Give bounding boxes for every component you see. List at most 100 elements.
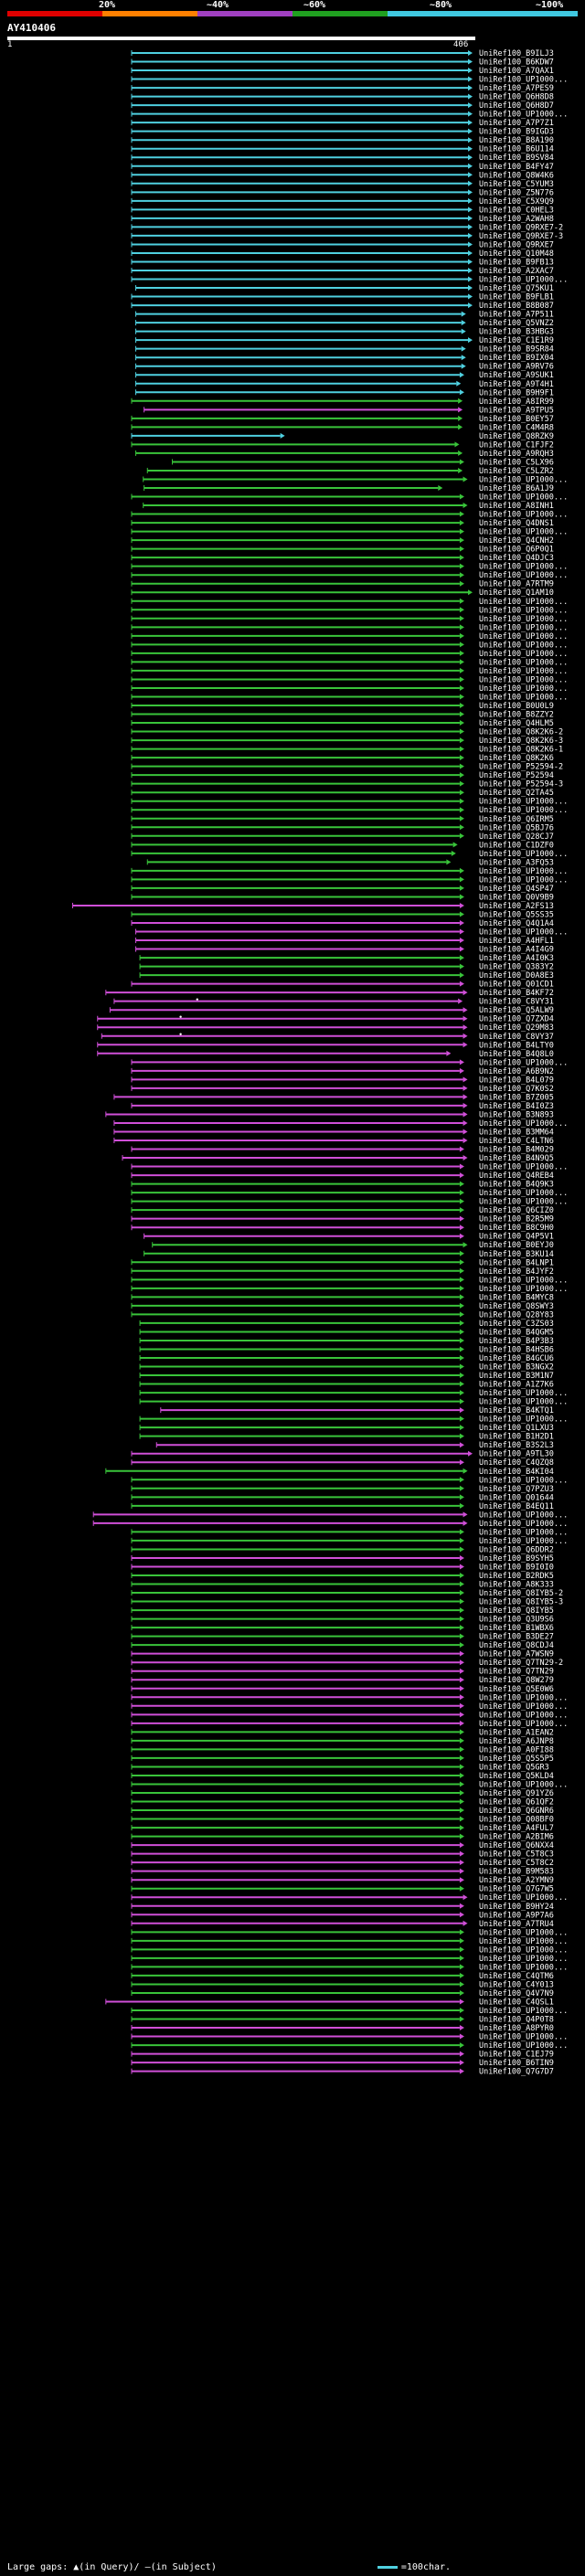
hit-label[interactable]: UniRef100_A2XAC7 (479, 267, 554, 276)
hit-label[interactable]: UniRef100_Q2TA45 (479, 789, 554, 798)
hit-label[interactable]: UniRef100_Q5SS35 (479, 910, 554, 919)
hit-label[interactable]: UniRef100_B9FB13 (479, 258, 554, 267)
hit-label[interactable]: UniRef100_Q7TN29 (479, 1668, 554, 1677)
hit-label[interactable]: UniRef100_Q4P5V1 (479, 1233, 554, 1242)
hit-label[interactable]: UniRef100_A1EAN2 (479, 1728, 554, 1737)
hit-label[interactable]: UniRef100_UP1000... (479, 798, 568, 807)
hit-label[interactable]: UniRef100_B4QGM5 (479, 1328, 554, 1337)
hit-label[interactable]: UniRef100_UP1000... (479, 276, 568, 285)
hit-label[interactable]: UniRef100_Q1AM10 (479, 588, 554, 598)
hit-label[interactable]: UniRef100_B3DE27 (479, 1633, 554, 1642)
hit-label[interactable]: UniRef100_UP1000... (479, 1937, 568, 1946)
hit-label[interactable]: UniRef100_C8VY37 (479, 1033, 554, 1042)
hit-label[interactable]: UniRef100_C5YUM3 (479, 180, 554, 189)
hit-label[interactable]: UniRef100_Q08BF0 (479, 1816, 554, 1825)
hit-label[interactable]: UniRef100_UP1000... (479, 1963, 568, 1972)
hit-label[interactable]: UniRef100_UP1000... (479, 693, 568, 702)
hit-label[interactable]: UniRef100_Q75KU1 (479, 284, 554, 293)
hit-label[interactable]: UniRef100_UP1000... (479, 76, 568, 85)
hit-label[interactable]: UniRef100_UP1000... (479, 1511, 568, 1520)
hit-label[interactable]: UniRef100_UP1000... (479, 2041, 568, 2051)
hit-label[interactable]: UniRef100_UP1000... (479, 1945, 568, 1955)
hit-label[interactable]: UniRef100_UP1000... (479, 571, 568, 580)
hit-label[interactable]: UniRef100_B6TIN9 (479, 2059, 554, 2068)
hit-label[interactable]: UniRef100_Q4DNS1 (479, 519, 554, 528)
hit-label[interactable]: UniRef100_Q4Q1A4 (479, 919, 554, 928)
hit-label[interactable]: UniRef100_C5LZR2 (479, 467, 554, 476)
hit-label[interactable]: UniRef100_UP1000... (479, 1415, 568, 1425)
hit-label[interactable]: UniRef100_UP1000... (479, 1711, 568, 1720)
hit-label[interactable]: UniRef100_B9H9F1 (479, 388, 554, 398)
hit-label[interactable]: UniRef100_UP1000... (479, 111, 568, 120)
hit-label[interactable]: UniRef100_B4EQ11 (479, 1502, 554, 1511)
hit-label[interactable]: UniRef100_Q3U9S6 (479, 1616, 554, 1625)
hit-label[interactable]: UniRef100_B8A190 (479, 136, 554, 145)
hit-label[interactable]: UniRef100_C4LTN6 (479, 1137, 554, 1146)
hit-label[interactable]: UniRef100_Q7G7W5 (479, 1885, 554, 1894)
hit-label[interactable]: UniRef100_B1WBX6 (479, 1624, 554, 1633)
hit-label[interactable]: UniRef100_UP1000... (479, 1720, 568, 1729)
hit-label[interactable]: UniRef100_A9SUK1 (479, 371, 554, 380)
hit-label[interactable]: UniRef100_A7QAX1 (479, 67, 554, 76)
hit-label[interactable]: UniRef100_UP1000... (479, 667, 568, 676)
hit-label[interactable]: UniRef100_Q4V7N9 (479, 1989, 554, 1998)
hit-label[interactable]: UniRef100_C0HEL3 (479, 206, 554, 215)
hit-label[interactable]: UniRef100_Q10M48 (479, 249, 554, 259)
hit-label[interactable]: UniRef100_B4KTQ1 (479, 1406, 554, 1415)
hit-label[interactable]: UniRef100_Q7TN29-2 (479, 1659, 563, 1668)
hit-label[interactable]: UniRef100_Q8K2K6-3 (479, 737, 563, 746)
hit-label[interactable]: UniRef100_Q4REB4 (479, 1171, 554, 1181)
hit-label[interactable]: UniRef100_Q6CIZ0 (479, 1206, 554, 1215)
hit-label[interactable]: UniRef100_B3M1N7 (479, 1372, 554, 1381)
hit-label[interactable]: UniRef100_B4KF72 (479, 989, 554, 998)
hit-label[interactable]: UniRef100_B1H2D1 (479, 1433, 554, 1442)
hit-label[interactable]: UniRef100_A1Z7K6 (479, 1381, 554, 1390)
hit-label[interactable]: UniRef100_Q8K2K6-2 (479, 728, 563, 737)
hit-label[interactable]: UniRef100_B3S2L3 (479, 1441, 554, 1450)
hit-label[interactable]: UniRef100_Q4SP47 (479, 885, 554, 894)
hit-label[interactable]: UniRef100_D0A8E3 (479, 971, 554, 981)
hit-label[interactable]: UniRef100_B4M029 (479, 1146, 554, 1155)
hit-label[interactable]: UniRef100_B9HY24 (479, 1903, 554, 1912)
hit-label[interactable]: UniRef100_UP1000... (479, 867, 568, 876)
hit-label[interactable]: UniRef100_B8C9H0 (479, 1224, 554, 1233)
hit-label[interactable]: UniRef100_Q8K2K6 (479, 754, 554, 763)
hit-label[interactable]: UniRef100_Q8CDJ4 (479, 1641, 554, 1650)
hit-label[interactable]: UniRef100_A7P7Z1 (479, 119, 554, 128)
hit-label[interactable]: UniRef100_C8VY31 (479, 998, 554, 1007)
hit-label[interactable]: UniRef100_B3HBG3 (479, 328, 554, 337)
hit-label[interactable]: UniRef100_B6KDW7 (479, 58, 554, 68)
hit-label[interactable]: UniRef100_UP1000... (479, 1955, 568, 1964)
hit-label[interactable]: UniRef100_Q6H8D8 (479, 93, 554, 102)
hit-label[interactable]: UniRef100_A7RTM9 (479, 580, 554, 589)
hit-label[interactable]: UniRef100_B9I0I0 (479, 1563, 554, 1572)
hit-label[interactable]: UniRef100_C4M4R8 (479, 423, 554, 432)
hit-label[interactable]: UniRef100_B3MM64 (479, 1128, 554, 1137)
hit-label[interactable]: UniRef100_A4I0K3 (479, 954, 554, 963)
hit-label[interactable]: UniRef100_B4Q9K3 (479, 1181, 554, 1190)
hit-label[interactable]: UniRef100_Q6NXX4 (479, 1841, 554, 1850)
hit-label[interactable]: UniRef100_A9TPU5 (479, 406, 554, 415)
hit-label[interactable]: UniRef100_UP1000... (479, 1058, 568, 1067)
hit-label[interactable]: UniRef100_UP1000... (479, 1119, 568, 1129)
hit-label[interactable]: UniRef100_B2R5M9 (479, 1215, 554, 1224)
hit-label[interactable]: UniRef100_P52594 (479, 771, 554, 780)
hit-label[interactable]: UniRef100_B9FLB1 (479, 293, 554, 302)
hit-label[interactable]: UniRef100_UP1000... (479, 1893, 568, 1903)
hit-label[interactable]: UniRef100_UP1000... (479, 1693, 568, 1702)
hit-label[interactable]: UniRef100_UP1000... (479, 2007, 568, 2016)
hit-label[interactable]: UniRef100_C5T8C2 (479, 1859, 554, 1868)
hit-label[interactable]: UniRef100_UP1000... (479, 1537, 568, 1546)
hit-label[interactable]: UniRef100_A3FQ53 (479, 858, 554, 867)
hit-label[interactable]: UniRef100_B2RDK5 (479, 1572, 554, 1581)
hit-label[interactable]: UniRef100_Q8RZK9 (479, 432, 554, 441)
hit-label[interactable]: UniRef100_Q61QF2 (479, 1798, 554, 1807)
hit-label[interactable]: UniRef100_Q8K2K6-1 (479, 746, 563, 755)
hit-label[interactable]: UniRef100_UP1000... (479, 1389, 568, 1398)
hit-label[interactable]: UniRef100_UP1000... (479, 1928, 568, 1937)
hit-label[interactable]: UniRef100_B9SYH5 (479, 1554, 554, 1564)
hit-label[interactable]: UniRef100_UP1000... (479, 675, 568, 684)
hit-label[interactable]: UniRef100_B0U0L9 (479, 702, 554, 711)
hit-label[interactable]: UniRef100_B9ILJ3 (479, 49, 554, 58)
hit-label[interactable]: UniRef100_B3KU14 (479, 1250, 554, 1259)
